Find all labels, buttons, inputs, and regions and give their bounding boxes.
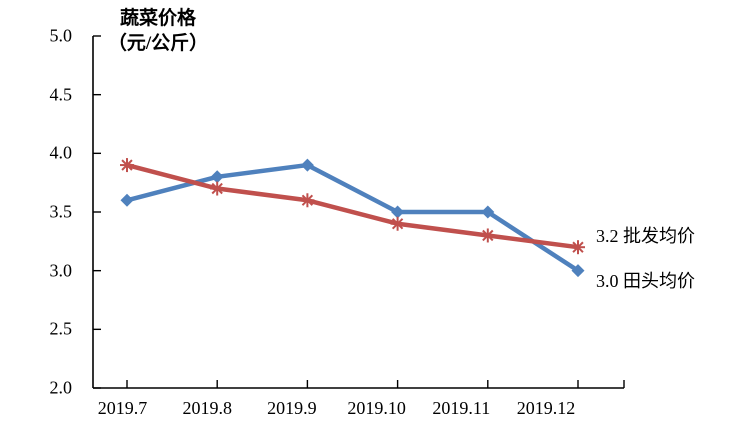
y-tick-label: 2.0 [49, 377, 73, 398]
marker-asterisk-stroke [391, 218, 404, 230]
chart-title-line2: （元/公斤） [107, 33, 209, 54]
marker-diamond [210, 170, 224, 184]
marker-diamond [481, 205, 495, 219]
x-tick-label: 2019.10 [347, 398, 406, 418]
marker-asterisk-stroke [301, 194, 314, 206]
marker-asterisk-stroke [482, 229, 494, 242]
marker-asterisk-stroke [211, 182, 223, 195]
x-tick-label: 2019.8 [182, 398, 232, 418]
x-tick-label: 2019.9 [267, 398, 317, 418]
marker-diamond [571, 264, 585, 278]
y-tick-label: 3.0 [49, 260, 73, 281]
marker-asterisk-stroke [121, 159, 133, 171]
x-tick-label: 2019.11 [432, 398, 491, 418]
y-tick-label: 4.0 [49, 142, 73, 163]
marker-diamond [391, 205, 405, 219]
marker-diamond [120, 193, 134, 207]
marker-diamond [300, 158, 314, 172]
series-line-批发均价 [124, 162, 581, 250]
chart-title: 蔬菜价格 （元/公斤） [88, 6, 228, 56]
y-tick-label: 4.5 [49, 84, 73, 105]
series-end-label-field: 3.0 田头均价 [596, 270, 695, 291]
marker-asterisk-stroke [572, 241, 584, 253]
x-tick-label: 2019.7 [97, 398, 148, 418]
y-tick-label: 2.5 [49, 318, 73, 339]
y-tick-label: 3.5 [49, 201, 73, 222]
x-tick-label: 2019.12 [516, 398, 576, 418]
chart-title-line1: 蔬菜价格 [119, 8, 196, 29]
series-end-label-wholesale: 3.2 批发均价 [596, 226, 695, 247]
y-tick-label: 5.0 [49, 25, 73, 46]
series-line-田头均价 [124, 162, 581, 273]
